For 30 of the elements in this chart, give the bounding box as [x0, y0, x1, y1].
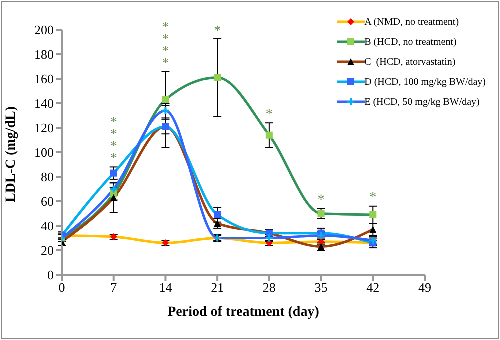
x-tick-label: 35 [314, 280, 328, 296]
annotation: * [370, 190, 377, 206]
x-tick-label: 28 [262, 280, 276, 296]
y-tick-label: 160 [34, 72, 54, 87]
x-tick-label: 0 [58, 280, 66, 296]
x-tick-label: 7 [110, 280, 118, 296]
legend-label: C (HCD, atorvastatin) [364, 56, 456, 68]
legend-label: B (HCD, no treatment) [364, 36, 457, 48]
y-tick-label: 20 [41, 243, 54, 258]
y-tick-label: 40 [41, 218, 54, 234]
y-tick-label: 60 [41, 194, 54, 210]
y-tick-label: 0 [48, 268, 54, 283]
legend-label: E (HCD, 50 mg/kg BW/day) [364, 96, 480, 108]
y-tick-label: 180 [34, 47, 54, 62]
x-tick-label: 49 [418, 280, 432, 296]
annotation: * [318, 193, 325, 208]
y-tick-label: 100 [34, 145, 54, 160]
annotation: * [214, 24, 222, 39]
x-tick-label: 42 [366, 280, 380, 296]
y-tick-label: 120 [34, 120, 54, 136]
y-tick-label: 200 [34, 22, 54, 38]
legend-label: D (HCD, 100 mg/kg BW/day) [364, 76, 486, 88]
annotation: * [266, 108, 273, 123]
x-axis-title: Period of treatment (day) [168, 305, 320, 320]
y-axis-title: LDL-C (mg/dL) [4, 106, 19, 202]
y-tick-label: 80 [41, 170, 54, 185]
legend-label: A (NMD, no treatment) [364, 16, 460, 28]
x-tick-label: 21 [211, 280, 224, 296]
x-tick-label: 14 [159, 280, 173, 296]
y-tick-label: 140 [34, 96, 54, 112]
